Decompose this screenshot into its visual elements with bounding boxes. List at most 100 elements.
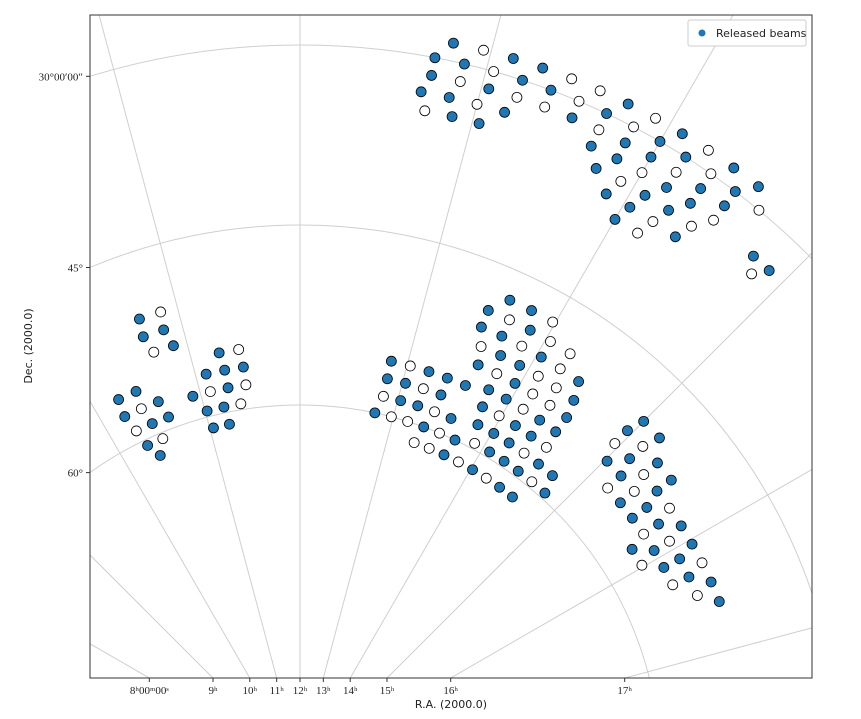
- beam: [624, 453, 636, 465]
- beam: [650, 112, 661, 124]
- beam: [622, 425, 633, 437]
- beam: [619, 137, 631, 149]
- beam: [545, 336, 556, 347]
- beam: [729, 186, 741, 197]
- beam: [566, 73, 578, 85]
- dec-grid-line: [90, 44, 812, 260]
- beam: [526, 476, 538, 488]
- beam: [467, 464, 478, 476]
- beam: [654, 136, 666, 147]
- beam: [483, 384, 495, 396]
- beam: [237, 361, 249, 373]
- beam: [484, 446, 495, 458]
- beam: [142, 440, 153, 451]
- beam: [419, 105, 431, 117]
- beam: [626, 543, 638, 555]
- beam: [148, 346, 160, 358]
- dec-grid-line: [90, 404, 650, 678]
- beam: [152, 396, 164, 408]
- beam: [615, 175, 627, 187]
- beam: [507, 53, 519, 64]
- beam: [222, 382, 234, 394]
- beam: [473, 118, 485, 129]
- beam: [585, 140, 597, 152]
- beam: [526, 305, 537, 316]
- beam: [664, 535, 675, 547]
- beam: [663, 204, 674, 216]
- beam: [488, 66, 500, 77]
- beam: [517, 403, 529, 415]
- beam: [628, 485, 640, 497]
- beam: [524, 324, 536, 336]
- ra-grid-line: [449, 468, 812, 678]
- y-tick-label: 30°00′00″: [39, 71, 83, 83]
- beam: [503, 437, 515, 449]
- beam: [684, 197, 696, 209]
- beam: [135, 403, 147, 415]
- x-axis-label: R.A. (2000.0): [415, 698, 487, 711]
- beam: [483, 83, 495, 95]
- beam: [113, 394, 124, 405]
- beam: [482, 305, 494, 316]
- beam: [648, 545, 660, 556]
- beam: [187, 390, 199, 402]
- beam: [641, 502, 653, 513]
- beam: [445, 413, 457, 424]
- beam: [493, 410, 505, 422]
- beam: [509, 378, 521, 389]
- legend-marker: [698, 29, 706, 37]
- beam: [539, 101, 551, 113]
- ra-grid-line: [322, 15, 502, 678]
- beam: [705, 576, 717, 588]
- beam: [661, 182, 672, 193]
- beam: [478, 44, 489, 56]
- beam: [533, 458, 544, 470]
- beam: [134, 313, 145, 325]
- x-tick-label: 8ʰ00ᵐ00ˢ: [130, 685, 169, 697]
- beam: [504, 314, 515, 326]
- beam: [480, 472, 492, 484]
- ra-grid-line: [90, 554, 214, 678]
- beam: [566, 112, 578, 124]
- beam: [402, 416, 414, 427]
- legend-box: [687, 19, 807, 47]
- x-tick-label: 14ʰ: [343, 685, 358, 697]
- beam: [204, 386, 216, 398]
- beam: [496, 330, 508, 342]
- beam: [475, 341, 487, 352]
- beam: [219, 364, 231, 376]
- beam: [573, 376, 585, 387]
- beam: [378, 390, 389, 402]
- beam: [213, 347, 225, 359]
- beam: [158, 324, 170, 336]
- beam: [628, 121, 639, 133]
- beam: [753, 181, 764, 193]
- beam: [601, 108, 612, 119]
- beam: [417, 383, 429, 395]
- beam: [674, 553, 686, 565]
- x-tick-label: 12ʰ: [293, 685, 308, 697]
- beam: [525, 430, 537, 442]
- beam: [667, 579, 679, 591]
- beam: [233, 344, 245, 355]
- legend: Released beams: [687, 19, 807, 47]
- beam: [647, 216, 659, 227]
- beam: [651, 485, 663, 497]
- beam: [400, 377, 411, 389]
- beam: [429, 52, 441, 64]
- beam: [507, 491, 518, 503]
- beam: [412, 400, 424, 412]
- beam: [534, 414, 546, 426]
- beam: [670, 166, 682, 178]
- beam: [454, 76, 466, 87]
- beam: [594, 85, 606, 97]
- y-axis-label: Dec. (2000.0): [22, 308, 35, 383]
- beam: [443, 92, 455, 103]
- ra-grid-line: [90, 400, 251, 678]
- beam: [624, 201, 636, 213]
- beam: [235, 398, 247, 410]
- beam: [404, 360, 416, 372]
- y-tick-label: 45°: [68, 263, 83, 275]
- beam: [471, 98, 483, 110]
